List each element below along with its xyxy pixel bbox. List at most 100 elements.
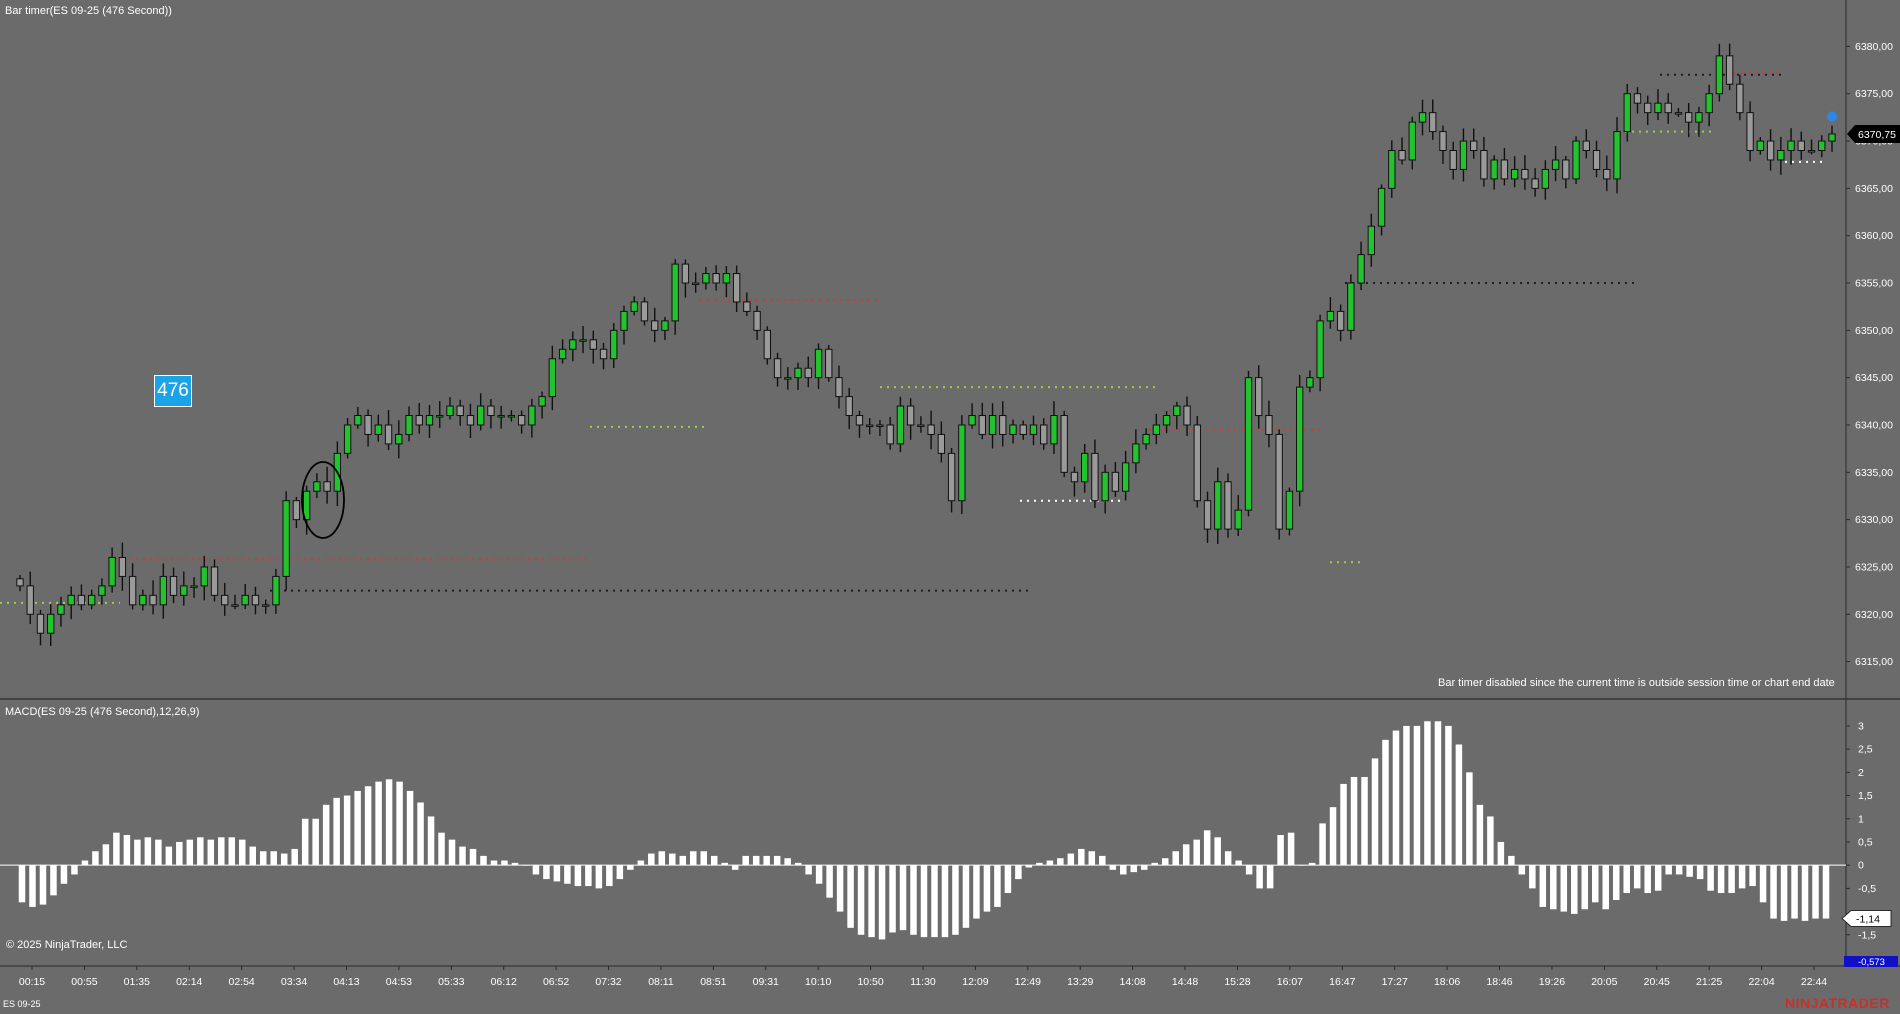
candle[interactable] — [364, 409, 372, 447]
candle[interactable] — [1357, 241, 1365, 291]
candle[interactable] — [1306, 370, 1314, 393]
candle[interactable] — [1695, 106, 1703, 137]
candle[interactable] — [98, 578, 106, 605]
candle[interactable] — [743, 292, 751, 317]
candle[interactable] — [1674, 107, 1683, 117]
candle[interactable] — [1081, 443, 1089, 493]
candle[interactable] — [1510, 156, 1519, 188]
candle[interactable] — [1367, 213, 1375, 267]
candle[interactable] — [1500, 147, 1509, 186]
candle[interactable] — [876, 420, 884, 436]
candle[interactable] — [1818, 135, 1826, 158]
candle[interactable] — [558, 339, 567, 364]
candle[interactable] — [1275, 429, 1283, 540]
candle[interactable] — [538, 391, 546, 419]
candle[interactable] — [1009, 419, 1017, 444]
candle[interactable] — [1480, 136, 1488, 187]
candle[interactable] — [436, 401, 444, 429]
candle[interactable] — [1040, 418, 1048, 450]
candle[interactable] — [1777, 136, 1785, 175]
candle[interactable] — [1685, 103, 1693, 138]
candle[interactable] — [589, 330, 597, 364]
candle[interactable] — [241, 584, 249, 609]
candle[interactable] — [1715, 43, 1724, 102]
candle[interactable] — [221, 582, 229, 616]
candle[interactable] — [180, 571, 188, 606]
candle[interactable] — [1070, 466, 1079, 497]
candle[interactable] — [26, 571, 34, 625]
candle[interactable] — [1633, 87, 1642, 114]
candle[interactable] — [1828, 125, 1836, 152]
candle[interactable] — [292, 496, 301, 528]
candle[interactable] — [87, 589, 96, 610]
candle[interactable] — [1408, 116, 1416, 170]
candle[interactable] — [1336, 304, 1345, 342]
candle[interactable] — [1582, 129, 1590, 159]
candle[interactable] — [1439, 125, 1447, 164]
candle[interactable] — [1429, 99, 1437, 140]
candle[interactable] — [395, 420, 403, 459]
candle[interactable] — [67, 586, 75, 620]
candle[interactable] — [497, 405, 505, 429]
candle[interactable] — [1725, 43, 1734, 91]
candle[interactable] — [1214, 467, 1222, 544]
candle[interactable] — [1265, 400, 1273, 448]
candle[interactable] — [814, 343, 823, 390]
candle[interactable] — [1377, 184, 1386, 236]
candle[interactable] — [753, 305, 761, 340]
candle[interactable] — [968, 403, 976, 429]
candle[interactable] — [374, 414, 382, 442]
candle[interactable] — [1644, 95, 1652, 126]
candle[interactable] — [1807, 139, 1816, 155]
candle[interactable] — [139, 589, 147, 611]
candle[interactable] — [1623, 83, 1631, 142]
candle[interactable] — [1111, 462, 1120, 497]
candle[interactable] — [1234, 495, 1242, 536]
candle[interactable] — [405, 406, 413, 442]
candle[interactable] — [1797, 131, 1805, 160]
candle[interactable] — [262, 599, 270, 614]
candle[interactable] — [313, 473, 321, 499]
candle[interactable] — [1285, 487, 1294, 536]
candle[interactable] — [1449, 141, 1457, 180]
candle[interactable] — [927, 410, 935, 450]
candle[interactable] — [16, 575, 24, 592]
candle[interactable] — [1050, 401, 1058, 455]
candle[interactable] — [640, 297, 649, 326]
candle[interactable] — [1347, 274, 1355, 340]
candle[interactable] — [1787, 128, 1795, 165]
candle[interactable] — [681, 259, 690, 298]
time-axis[interactable]: 00:15 00:55 01:35 02:14 02:54 03:34 04:13 04:53… — [19, 966, 1827, 988]
candle[interactable] — [610, 323, 618, 368]
candle[interactable] — [958, 415, 966, 514]
candle[interactable] — [128, 563, 137, 610]
candle[interactable] — [691, 272, 700, 293]
candle[interactable] — [661, 316, 669, 341]
candle[interactable] — [1183, 396, 1191, 437]
candle[interactable] — [1592, 140, 1601, 178]
candle[interactable] — [866, 418, 874, 435]
candle[interactable] — [190, 577, 198, 598]
candle[interactable] — [1121, 450, 1130, 501]
candle[interactable] — [1244, 370, 1253, 517]
macd-axis[interactable]: -1,5 -0,5 0 0,5 1 1,5 2 2,5 3 — [1846, 720, 1876, 941]
candle[interactable] — [477, 393, 485, 431]
candle[interactable] — [1613, 117, 1621, 194]
candle[interactable] — [1521, 155, 1529, 190]
candle[interactable] — [1091, 439, 1099, 508]
candle[interactable] — [978, 402, 986, 440]
candle[interactable] — [886, 416, 894, 450]
candle[interactable] — [1531, 168, 1539, 197]
candle[interactable] — [937, 421, 946, 463]
candle[interactable] — [108, 547, 116, 593]
candle[interactable] — [651, 307, 659, 343]
candle[interactable] — [835, 365, 843, 409]
candle[interactable] — [763, 326, 771, 365]
candle[interactable] — [159, 563, 167, 619]
candle[interactable] — [1101, 464, 1109, 514]
candle[interactable] — [1551, 145, 1560, 182]
candle[interactable] — [1162, 411, 1171, 433]
candle[interactable] — [1572, 136, 1580, 184]
candle[interactable] — [1459, 128, 1468, 182]
candle[interactable] — [917, 416, 925, 433]
